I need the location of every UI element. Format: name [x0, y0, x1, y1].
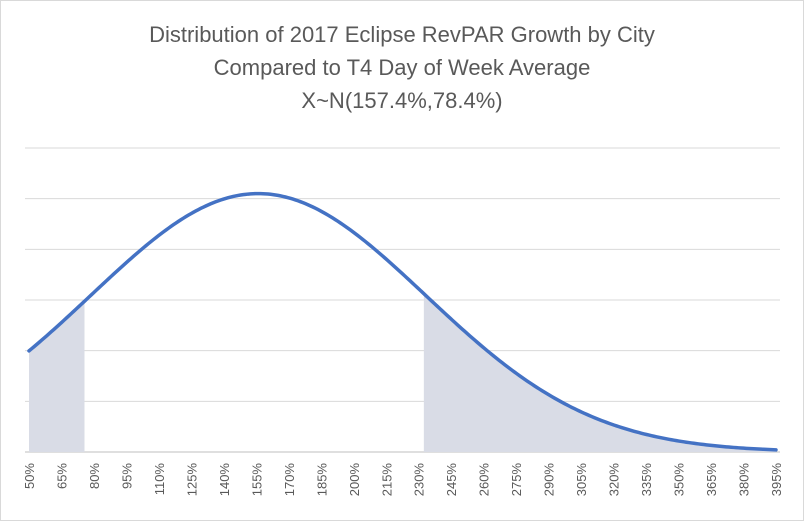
x-tick-label: 215%: [379, 463, 394, 497]
x-tick-label: 395%: [769, 463, 784, 497]
chart-title-line-1: Distribution of 2017 Eclipse RevPAR Grow…: [149, 22, 655, 47]
x-tick-label: 350%: [672, 463, 687, 497]
x-tick-label: 320%: [607, 463, 622, 497]
x-tick-label: 50%: [22, 463, 37, 489]
x-tick-label: 245%: [444, 463, 459, 497]
x-tick-label: 185%: [314, 463, 329, 497]
x-tick-label: 80%: [87, 463, 102, 489]
x-tick-label: 110%: [152, 463, 167, 496]
x-tick-label: 275%: [509, 463, 524, 497]
x-tick-label: 365%: [704, 463, 719, 497]
x-tick-label: 125%: [184, 463, 199, 497]
x-tick-label: 140%: [217, 463, 232, 497]
series-line: [27, 191, 778, 452]
chart-title-line-2: Compared to T4 Day of Week Average: [213, 55, 591, 80]
shaded-region-1: [29, 301, 85, 452]
x-tick-label: 200%: [347, 463, 362, 497]
x-tick-label: 230%: [412, 463, 427, 497]
x-tick-label: 380%: [737, 463, 752, 497]
x-tick-label: 260%: [477, 463, 492, 497]
x-tick-label: 290%: [542, 463, 557, 497]
chart-title-line-3: X~N(157.4%,78.4%): [301, 88, 503, 113]
chart-title: Distribution of 2017 Eclipse RevPAR Grow…: [0, 18, 804, 117]
x-tick-label: 95%: [119, 463, 134, 489]
x-tick-label: 155%: [249, 463, 264, 497]
x-tick-label: 170%: [282, 463, 297, 497]
shaded-region-2: [423, 293, 776, 452]
x-tick-label: 65%: [54, 463, 69, 489]
x-tick-label: 305%: [574, 463, 589, 497]
x-tick-label: 335%: [639, 463, 654, 497]
